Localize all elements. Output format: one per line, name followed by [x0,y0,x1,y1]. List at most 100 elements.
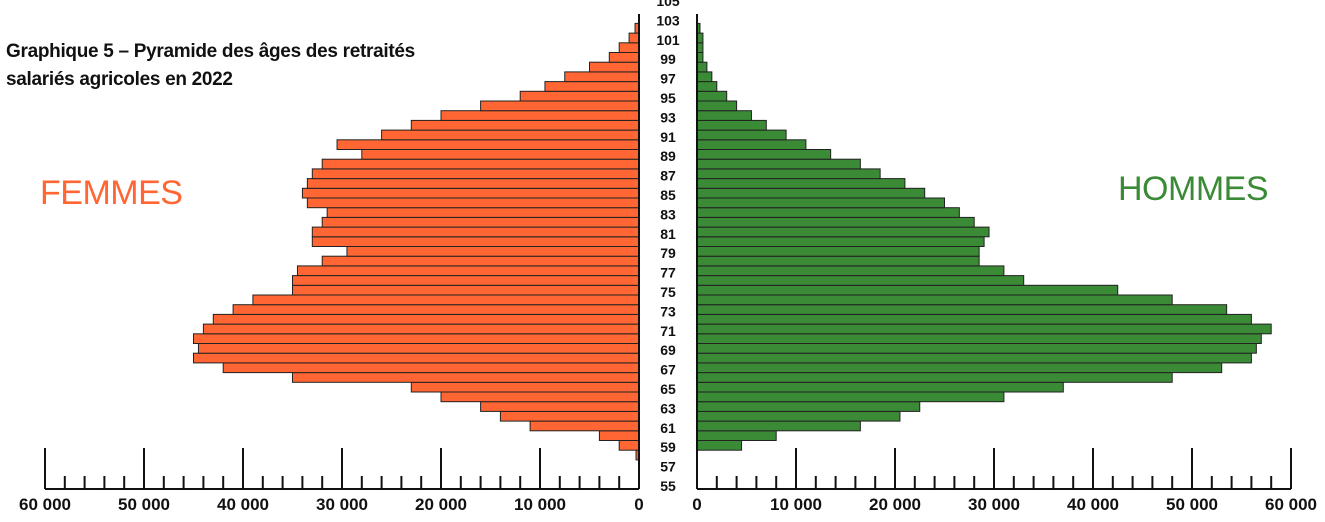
hommes-bar-age-65 [696,381,1064,393]
left-axis-label-20000: 20 000 [415,495,467,514]
age-tick-label-85: 85 [660,187,676,203]
hommes-bar-age-87 [696,168,881,180]
femmes-bar-age-80 [311,236,640,248]
femmes-bar-age-92 [410,119,640,131]
femmes-bar-age-78 [321,255,640,267]
hommes-bar-age-61 [696,420,861,432]
chart-title-line-2: salariés agricoles en 2022 [6,69,233,90]
hommes-bar-age-66 [696,372,1173,383]
femmes-bar-age-97 [564,71,640,83]
age-tick-label-105: 105 [656,0,680,9]
femmes-bar-age-68 [193,352,640,364]
right-axis-label-30000: 30 000 [968,495,1020,514]
femmes-bar-age-99 [608,52,640,63]
hommes-bar-age-88 [696,158,861,170]
left-axis-label-50000: 50 000 [118,495,170,514]
femmes-bar-age-75 [292,284,640,296]
age-tick-label-89: 89 [660,148,676,164]
age-tick-label-55: 55 [660,478,676,494]
hommes-bar-age-62 [696,410,901,422]
hommes-bar-age-81 [696,226,990,238]
hommes-bar-age-60 [696,430,777,441]
femmes-bar-age-98 [589,61,640,73]
hommes-bar-age-90 [696,139,807,151]
femmes-bar-age-73 [232,304,640,315]
femmes-label: FEMMES [40,174,183,212]
femmes-bar-age-84 [306,197,640,209]
left-axis-label-10000: 10 000 [514,495,566,514]
left-axis-label-60000: 60 000 [19,495,71,514]
femmes-bar-age-86 [306,178,640,189]
femmes-bar-age-93 [440,110,640,121]
hommes-bar-age-95 [696,90,728,102]
hommes-bar-age-70 [696,333,1262,344]
age-tick-label-61: 61 [660,420,676,436]
hommes-bar-age-91 [696,129,787,141]
femmes-bar-age-83 [326,207,640,218]
hommes-bar-age-73 [696,304,1228,315]
hommes-bar-age-74 [696,294,1173,306]
femmes-bar-age-76 [292,275,640,286]
right-axis-label-60000: 60 000 [1265,495,1317,514]
femmes-bar-age-89 [361,149,640,160]
hommes-bar-age-75 [696,284,1119,296]
age-tick-label-69: 69 [660,342,676,358]
femmes-bar-age-87 [311,168,640,180]
right-axis-label-10000: 10 000 [770,495,822,514]
hommes-bar-age-96 [696,81,718,92]
femmes-bar-age-100 [618,42,640,53]
femmes-bar-age-74 [252,294,640,306]
femmes-bar-age-69 [197,343,640,354]
hommes-bar-age-69 [696,343,1257,354]
hommes-bar-age-64 [696,391,1005,403]
hommes-label: HOMMES [1118,170,1269,208]
age-tick-label-77: 77 [660,265,676,281]
age-tick-label-95: 95 [660,90,676,106]
hommes-bar-age-79 [696,246,980,257]
hommes-bar-age-76 [696,275,1025,286]
femmes-bar-age-79 [346,246,640,257]
femmes-bar-age-60 [598,430,640,441]
hommes-bar-age-67 [696,362,1223,374]
hommes-bar-age-84 [696,197,945,209]
age-tick-label-87: 87 [660,168,676,184]
right-axis-label-40000: 40 000 [1067,495,1119,514]
age-tick-label-99: 99 [660,51,676,67]
age-tick-label-79: 79 [660,245,676,261]
hommes-bar-age-78 [696,255,980,267]
femmes-bar-age-91 [381,129,640,141]
femmes-bar-age-101 [628,32,640,44]
chart-title: Graphique 5 – Pyramide des âges des retr… [6,38,415,94]
femmes-bar-age-67 [222,362,640,374]
hommes-bar-age-83 [696,207,960,218]
femmes-bar-age-65 [410,381,640,393]
hommes-bar-age-80 [696,236,985,248]
age-tick-label-83: 83 [660,206,676,222]
age-tick-label-93: 93 [660,109,676,125]
age-tick-label-97: 97 [660,71,676,87]
femmes-bar-age-85 [301,187,640,199]
femmes-bar-age-63 [480,401,640,412]
right-axis-label-20000: 20 000 [869,495,921,514]
femmes-bar-age-95 [519,90,640,102]
hommes-bar-age-77 [696,265,1005,277]
hommes-bar-age-97 [696,71,713,83]
age-tick-label-103: 103 [656,12,680,28]
femmes-bar-age-88 [321,158,640,170]
femmes-bar-age-96 [544,81,640,92]
hommes-bar-age-98 [696,61,708,73]
age-tick-label-63: 63 [660,400,676,416]
femmes-bar-age-70 [193,333,640,344]
age-tick-label-73: 73 [660,303,676,319]
age-tick-label-65: 65 [660,381,676,397]
left-axis-label-0: 0 [634,495,643,514]
age-tick-label-59: 59 [660,439,676,455]
femmes-bar-age-71 [202,323,640,335]
age-tick-label-101: 101 [656,32,680,48]
hommes-bar-age-71 [696,323,1272,335]
age-tick-label-57: 57 [660,459,676,475]
femmes-bar-age-59 [618,440,640,451]
hommes-bar-age-72 [696,313,1252,325]
age-tick-label-91: 91 [660,129,676,145]
age-tick-label-71: 71 [660,323,676,339]
